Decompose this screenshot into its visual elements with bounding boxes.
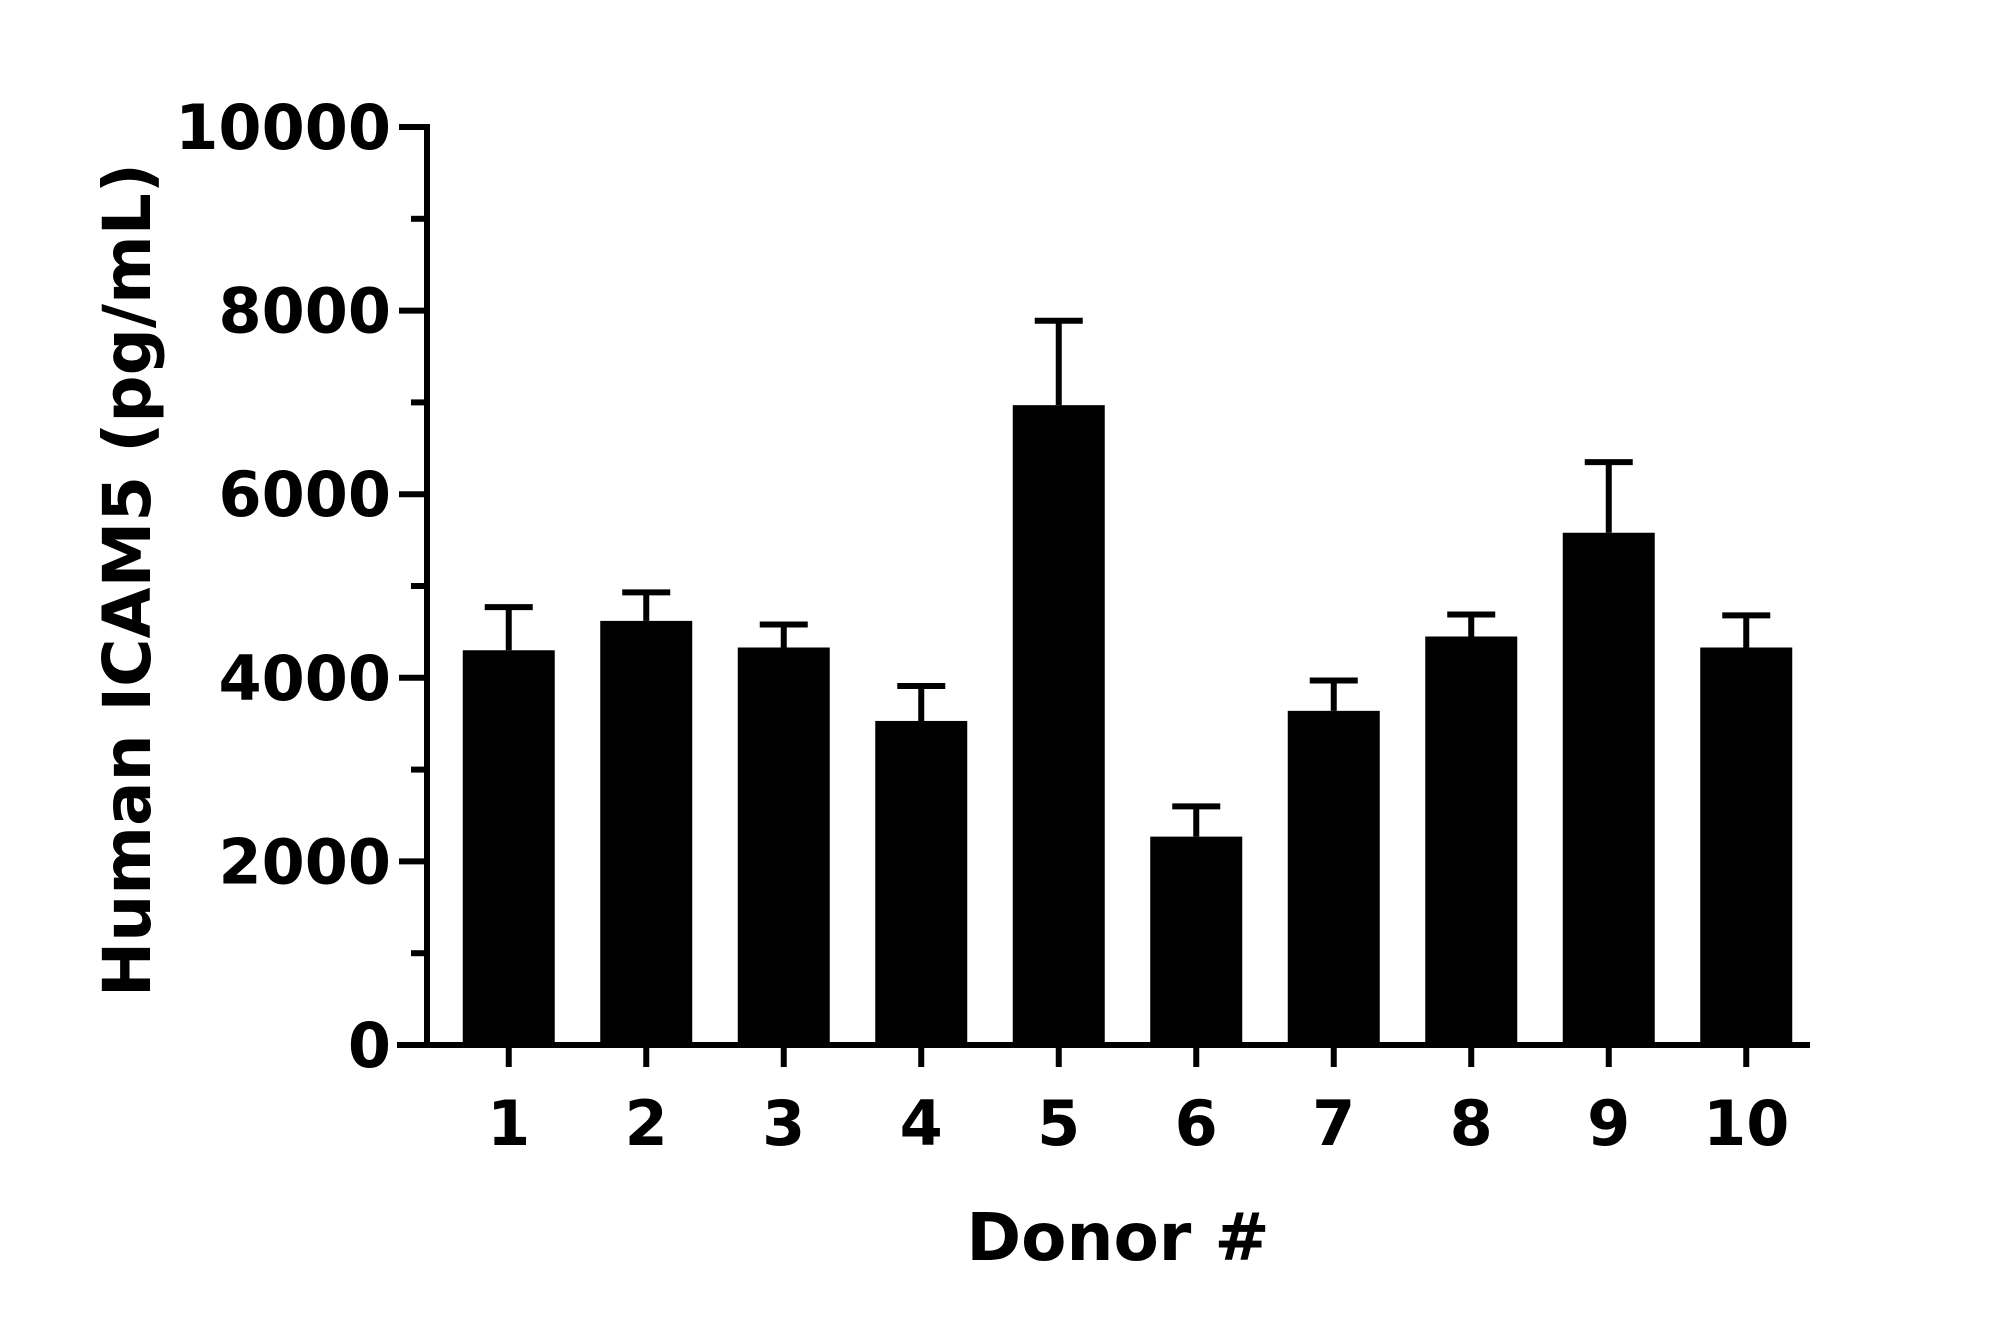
x-tick-label: 7 bbox=[1312, 1087, 1355, 1160]
bar-donor-10 bbox=[1700, 647, 1793, 1045]
x-tick-label: 2 bbox=[625, 1087, 668, 1160]
x-tick-label: 1 bbox=[487, 1087, 530, 1160]
x-tick-label: 10 bbox=[1703, 1087, 1789, 1160]
x-tick-label: 5 bbox=[1037, 1087, 1080, 1160]
x-axis-title: Donor # bbox=[966, 1199, 1269, 1276]
y-tick-label: 2000 bbox=[218, 825, 391, 898]
bar-donor-3 bbox=[737, 647, 830, 1045]
bar-donor-2 bbox=[600, 620, 693, 1045]
x-axis: 1 2 3 4 5 6 7 8 9 10 bbox=[397, 1042, 1810, 1160]
x-tick-label: 9 bbox=[1587, 1087, 1630, 1160]
x-tick-label: 6 bbox=[1175, 1087, 1218, 1160]
x-tick-label: 8 bbox=[1450, 1087, 1493, 1160]
bars bbox=[462, 405, 1793, 1045]
bar-donor-1 bbox=[462, 650, 555, 1045]
bar-donor-7 bbox=[1287, 710, 1380, 1045]
y-tick-label: 8000 bbox=[218, 275, 391, 348]
y-tick-label: 10000 bbox=[175, 91, 391, 164]
bar-donor-6 bbox=[1150, 836, 1243, 1045]
y-tick-label: 0 bbox=[348, 1009, 391, 1082]
y-axis-title: Human ICAM5 (pg/mL) bbox=[89, 163, 166, 997]
error-bars bbox=[484, 317, 1771, 837]
x-tick-label: 3 bbox=[762, 1087, 805, 1160]
y-tick-label: 6000 bbox=[218, 458, 391, 531]
bar-donor-4 bbox=[875, 720, 968, 1045]
x-tick-label: 4 bbox=[900, 1087, 943, 1160]
bar-donor-9 bbox=[1562, 532, 1655, 1045]
bar-donor-8 bbox=[1425, 636, 1518, 1045]
bar-donor-5 bbox=[1012, 405, 1105, 1045]
y-axis: 0 2000 4000 6000 8000 10000 bbox=[175, 91, 430, 1082]
y-tick-label: 4000 bbox=[218, 642, 391, 715]
